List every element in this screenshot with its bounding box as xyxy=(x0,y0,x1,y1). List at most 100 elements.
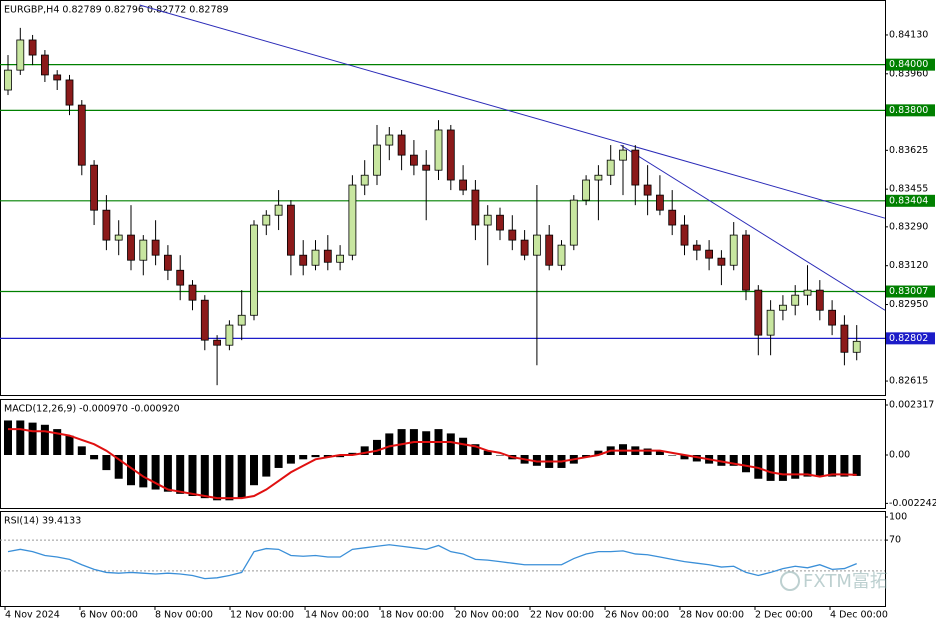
candle-body xyxy=(656,194,664,211)
macd-bar xyxy=(422,431,431,455)
macd-bar xyxy=(692,454,701,462)
candle-body xyxy=(680,224,689,246)
candle-body xyxy=(200,299,209,341)
candle-body xyxy=(237,314,246,326)
macd-bar xyxy=(53,429,62,455)
macd-bar xyxy=(582,454,591,458)
candle-body xyxy=(668,209,677,226)
macd-bar xyxy=(594,450,603,455)
y-tick-label: 0.82615 xyxy=(889,376,928,387)
watermark-logo xyxy=(780,571,800,591)
candle-body xyxy=(250,224,258,316)
level-label-box xyxy=(886,285,935,298)
x-tick-label: 22 Nov 00:00 xyxy=(530,610,594,621)
candle-body xyxy=(176,269,185,286)
macd-bar xyxy=(336,454,345,458)
candle-body xyxy=(840,324,849,353)
macd-bar xyxy=(840,454,849,477)
macd-bar xyxy=(360,446,369,455)
macd-bar xyxy=(619,444,628,455)
macd-bar xyxy=(397,429,406,455)
level-label-box xyxy=(886,58,935,71)
panel-header: MACD(12,26,9) -0.000970 -0.000920 xyxy=(4,404,180,415)
candle-body xyxy=(717,257,726,266)
candle-body xyxy=(28,39,37,56)
candle-body xyxy=(705,249,714,259)
macd-bar xyxy=(532,454,541,466)
level-label-box xyxy=(886,104,935,117)
candle-body xyxy=(102,209,111,241)
level-label: 0.83800 xyxy=(889,105,928,116)
macd-bar xyxy=(16,420,25,455)
candle-body xyxy=(77,104,86,166)
y-tick-label: 0.83120 xyxy=(889,260,928,271)
candle-body xyxy=(336,254,345,263)
watermark: FXTM富拓 xyxy=(780,571,888,592)
candle-body xyxy=(496,214,504,231)
candle-body xyxy=(4,69,12,91)
macd-bar xyxy=(114,454,123,479)
candle-body xyxy=(459,179,468,191)
watermark-text: FXTM富拓 xyxy=(803,571,888,592)
candle-body xyxy=(422,164,431,171)
macd-bar xyxy=(237,454,246,499)
candle-body xyxy=(446,129,455,181)
rsi-line xyxy=(7,544,857,580)
candle-body xyxy=(385,134,394,146)
macd-bar xyxy=(717,454,726,466)
candle-body xyxy=(114,234,123,241)
y-tick-label: 0.82950 xyxy=(889,299,928,310)
macd-bar xyxy=(40,424,49,455)
candle-body xyxy=(569,199,578,246)
main-frame xyxy=(0,0,886,396)
candle-body xyxy=(803,289,812,296)
candle-body xyxy=(397,134,406,156)
macd-bar xyxy=(323,454,332,458)
y-tick-label: 0.84130 xyxy=(889,29,928,40)
x-tick-label: 2 Dec 00:00 xyxy=(755,610,813,621)
macd-bar xyxy=(213,454,222,501)
y-tick-label: 0.83455 xyxy=(889,184,928,195)
candle-body xyxy=(594,174,603,181)
macd-bar xyxy=(249,454,258,486)
rsi-frame xyxy=(0,511,886,607)
y-tick-label: 0.83290 xyxy=(889,221,928,232)
panel-header: RSI(14) 39.4133 xyxy=(4,516,81,527)
macd-bar xyxy=(311,454,320,458)
y-tick-label: 0.00 xyxy=(889,449,910,460)
macd-bar xyxy=(655,450,664,455)
level-label: 0.83007 xyxy=(889,286,928,297)
macd-bar xyxy=(803,454,812,477)
x-tick-label: 18 Nov 00:00 xyxy=(380,610,444,621)
level-label: 0.83404 xyxy=(889,195,928,206)
macd-bar xyxy=(90,454,99,460)
macd-bar xyxy=(828,454,837,477)
macd-bar xyxy=(163,454,172,492)
candle-body xyxy=(508,229,517,241)
candle-body xyxy=(188,284,197,301)
candle-body xyxy=(65,79,74,106)
panel-header: EURGBP,H4 0.82789 0.82796 0.82772 0.8278… xyxy=(4,5,229,16)
level-label-box xyxy=(886,332,935,345)
candle-body xyxy=(53,74,62,81)
macd-bar xyxy=(176,454,185,494)
x-tick-label: 12 Nov 00:00 xyxy=(230,610,294,621)
candle-body xyxy=(16,39,25,71)
x-tick-label: 26 Nov 00:00 xyxy=(605,610,669,621)
candle-body xyxy=(139,239,148,261)
macd-bar xyxy=(151,454,160,490)
x-tick-label: 4 Dec 00:00 xyxy=(830,610,888,621)
macd-bar xyxy=(483,450,492,455)
candle-body xyxy=(828,309,837,326)
x-tick-label: 4 Nov 2024 xyxy=(5,610,60,621)
y-tick-label: 0.83960 xyxy=(889,68,928,79)
macd-bar xyxy=(680,454,689,460)
macd-bar xyxy=(299,454,308,460)
macd-bar xyxy=(373,439,382,455)
candle-body xyxy=(582,179,591,201)
macd-bar xyxy=(3,420,12,455)
candle-body xyxy=(557,244,566,266)
macd-bar xyxy=(348,452,357,455)
candle-body xyxy=(471,189,480,226)
macd-bar xyxy=(766,454,775,481)
